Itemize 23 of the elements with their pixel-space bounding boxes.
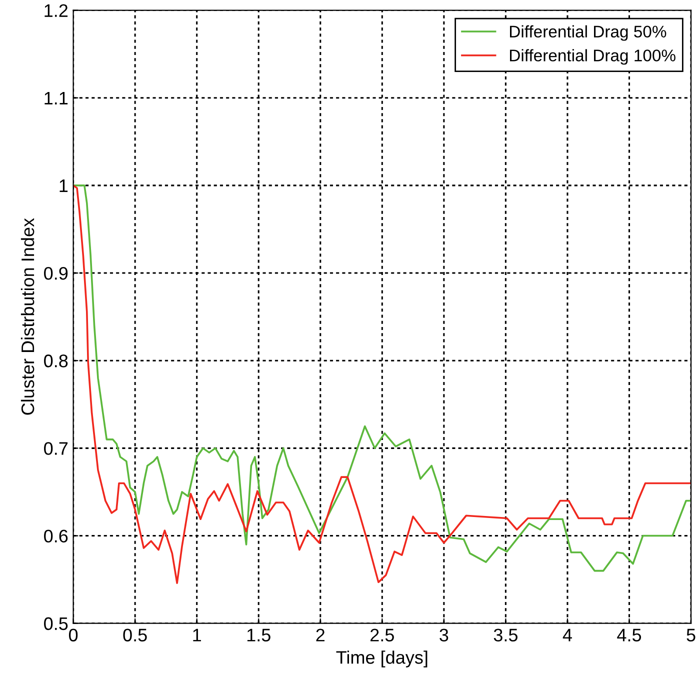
- y-tick-label: 0.7: [44, 442, 68, 455]
- y-tick-label: 1: [60, 180, 68, 192]
- x-tick-label: 2: [316, 628, 324, 642]
- x-tick-label: 2.5: [370, 628, 394, 642]
- y-tick-label: 1.2: [44, 4, 68, 17]
- x-tick-label: 5: [686, 628, 696, 642]
- y-tick-label: 0.6: [44, 530, 68, 542]
- y-tick-label: 1.1: [44, 92, 68, 104]
- x-tick-label: 4: [562, 628, 572, 642]
- x-tick-label: 1: [193, 628, 201, 642]
- x-tick-label: 3: [440, 628, 448, 642]
- legend-label: Differential Drag 100%: [510, 49, 676, 65]
- x-tick-label: 3.5: [494, 628, 518, 642]
- y-tick-label: 0.9: [44, 266, 68, 280]
- y-axis-title: Cluster Distrbution Index: [20, 218, 34, 415]
- x-tick-label: 0: [68, 628, 78, 642]
- y-tick-label: 0.5: [44, 617, 68, 630]
- x-tick-label: 1.5: [247, 628, 270, 642]
- x-tick-label: 4.5: [617, 628, 642, 642]
- x-axis-title: Time [days]: [336, 650, 428, 668]
- legend-label: Differential Drag 50%: [510, 25, 666, 41]
- x-tick-label: 0.5: [123, 628, 147, 642]
- y-tick-label: 0.8: [44, 354, 68, 368]
